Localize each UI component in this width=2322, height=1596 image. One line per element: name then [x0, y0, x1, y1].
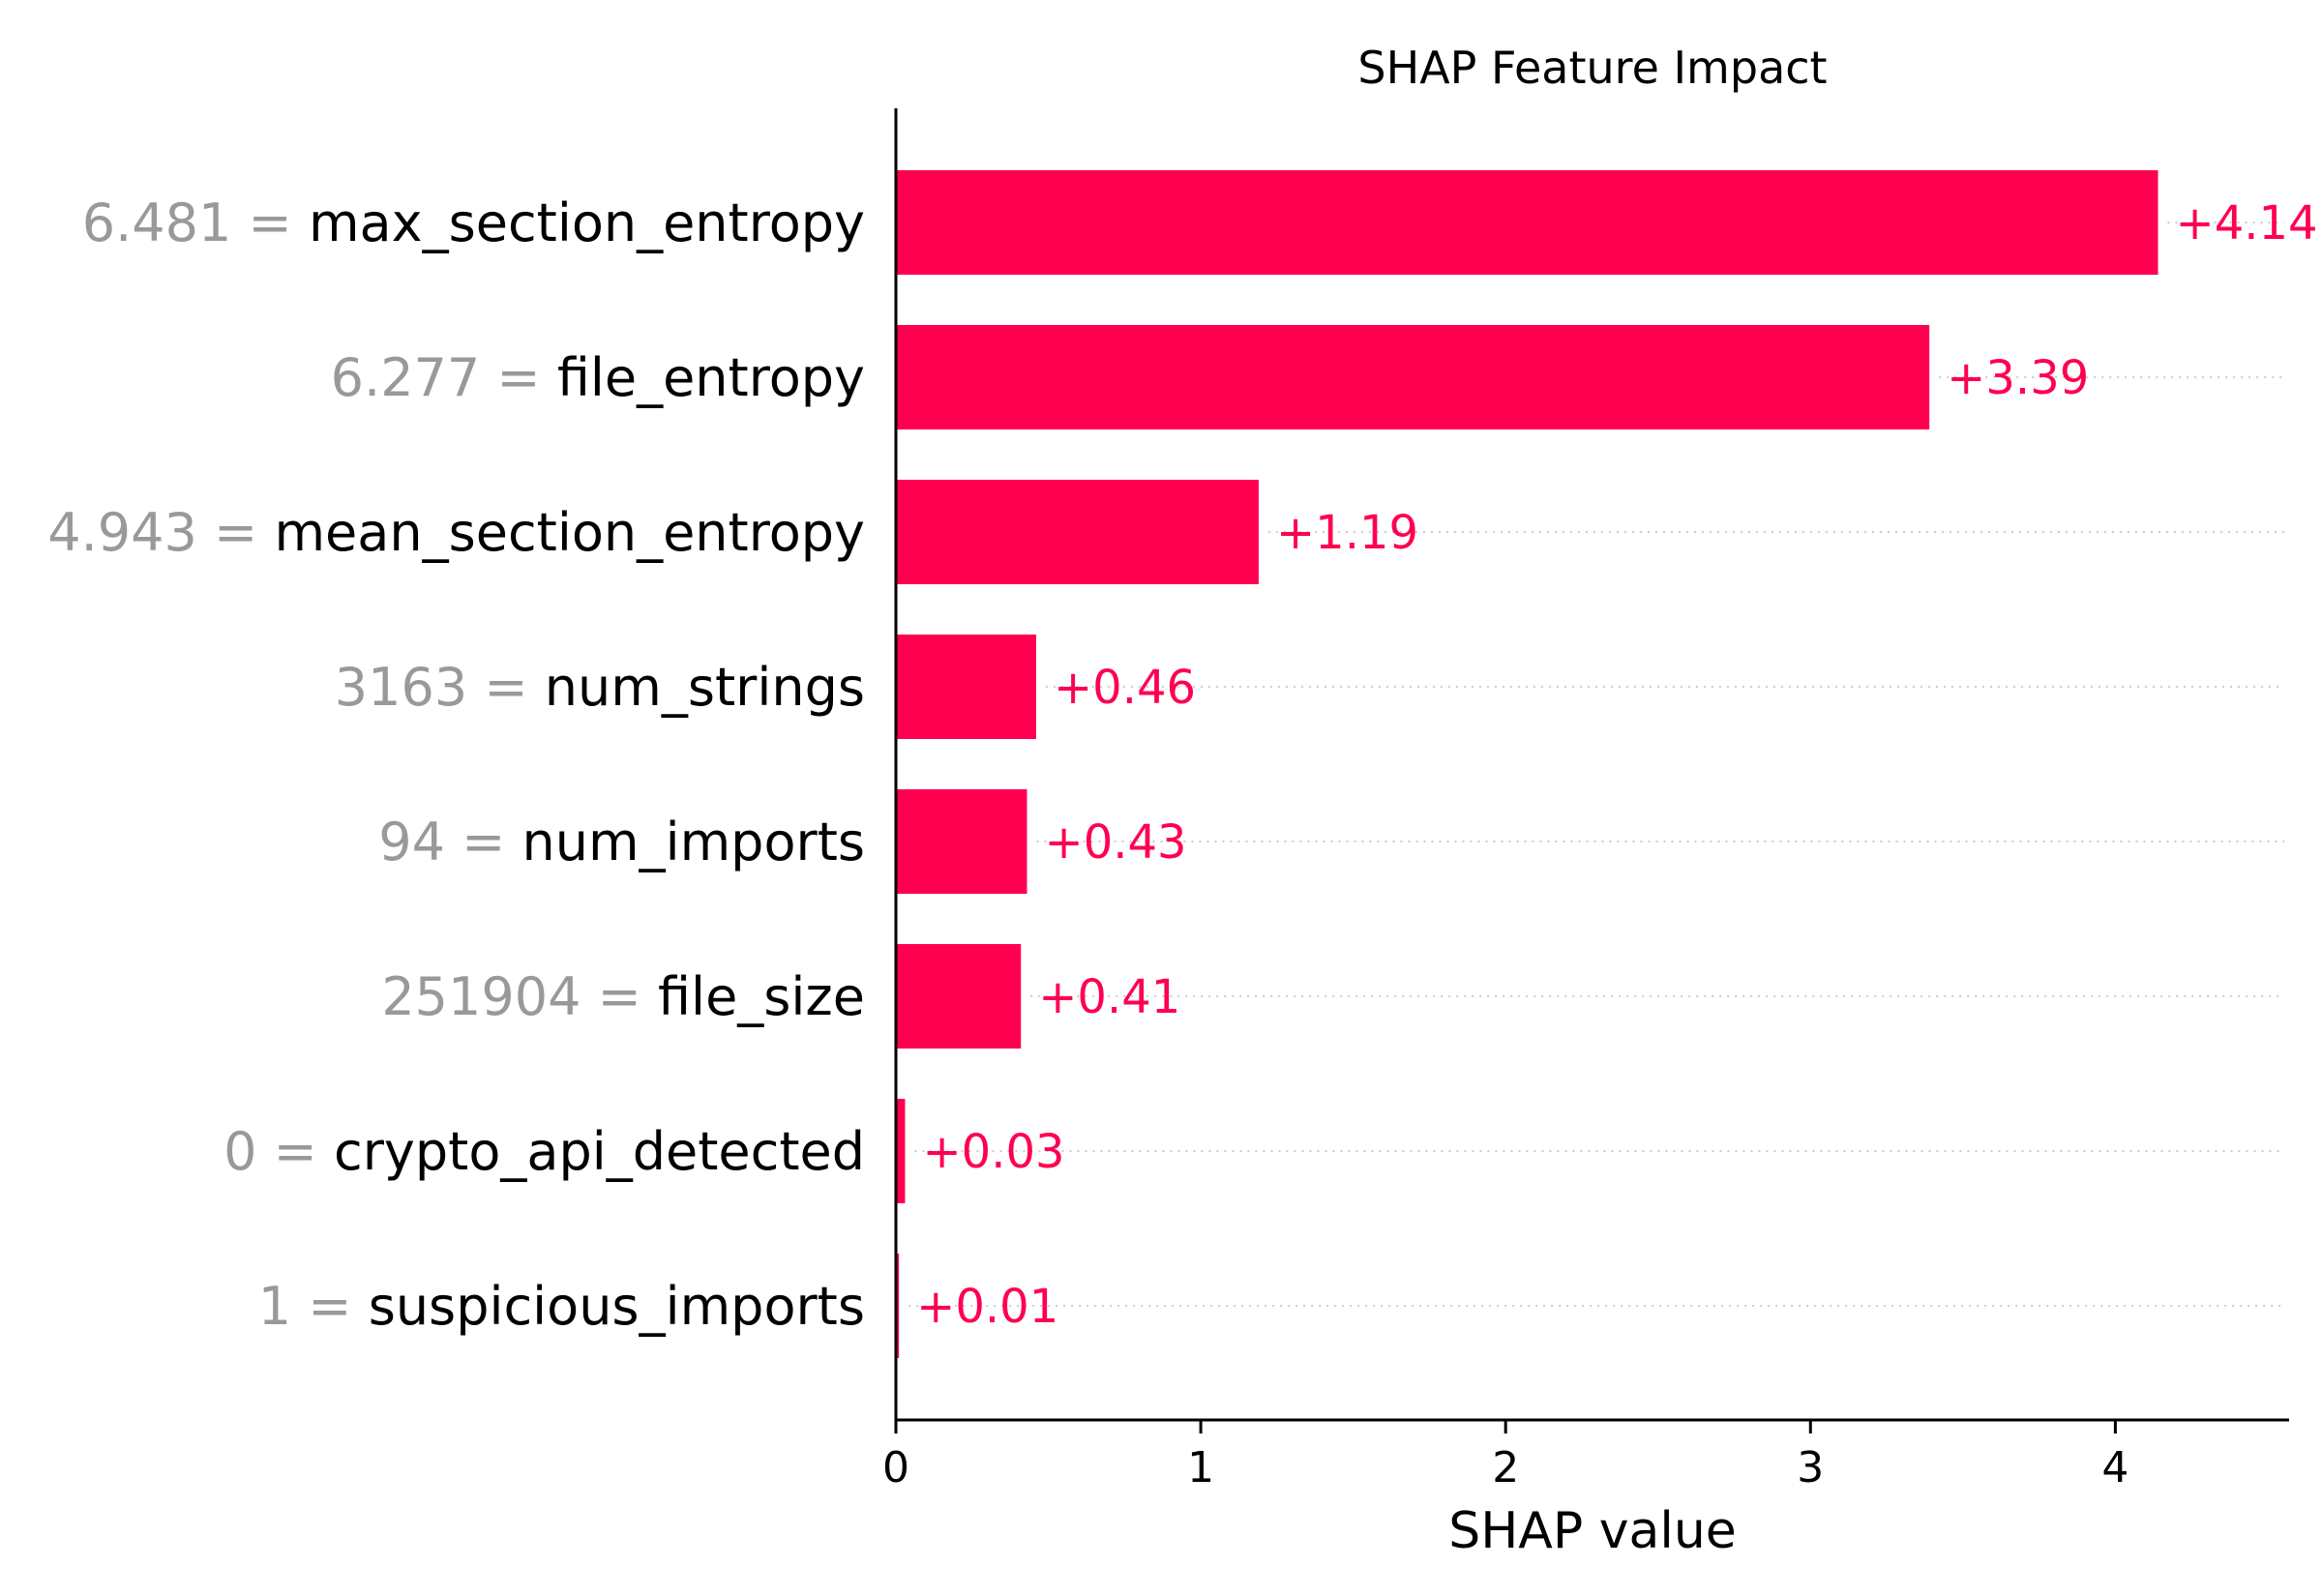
feature-label: 6.277 = file_entropy: [331, 347, 865, 408]
x-axis-label: SHAP value: [1448, 1502, 1737, 1560]
feature-label: 6.481 = max_section_entropy: [82, 192, 865, 253]
bar-value-label: +4.14: [2176, 196, 2318, 251]
feature-value: 94 =: [378, 812, 521, 872]
guide-lines: [908, 222, 2284, 1307]
x-ticks: 0 1 2 3 4: [882, 1420, 2128, 1493]
x-tick-label: 4: [2101, 1443, 2128, 1493]
x-tick-label: 2: [1492, 1443, 1519, 1493]
bars: [896, 170, 2158, 1358]
x-tick-label: 3: [1797, 1443, 1824, 1493]
feature-name: num_imports: [522, 812, 865, 872]
bar: [896, 480, 1259, 584]
bar: [896, 170, 2158, 275]
bar: [896, 944, 1022, 1049]
feature-label: 1 = suspicious_imports: [258, 1276, 865, 1337]
bar-value-label: +0.46: [1054, 661, 1196, 715]
bar-value-label: +1.19: [1276, 506, 1418, 560]
x-tick-label: 1: [1187, 1443, 1214, 1493]
feature-value: 6.277 =: [331, 347, 557, 408]
feature-name: file_size: [658, 966, 865, 1027]
feature-value: 6.481 =: [82, 192, 309, 253]
feature-value: 0 =: [223, 1121, 334, 1182]
feature-name: suspicious_imports: [369, 1276, 865, 1337]
bar: [896, 325, 1930, 429]
feature-value: 1 =: [258, 1276, 369, 1337]
bar-value-labels: +4.14 +3.39 +1.19 +0.46 +0.43 +0.41 +0.03 +0.01: [916, 196, 2317, 1334]
bar-value-label: +0.41: [1038, 970, 1180, 1024]
bar-value-label: +0.43: [1044, 815, 1186, 870]
feature-label: 94 = num_imports: [378, 812, 865, 872]
bar: [896, 1099, 906, 1203]
feature-name: file_entropy: [557, 347, 865, 408]
feature-value: 4.943 =: [47, 502, 274, 563]
feature-labels: 6.481 = max_section_entropy 6.277 = file_…: [47, 192, 865, 1337]
bar: [896, 635, 1036, 739]
feature-name: crypto_api_detected: [334, 1121, 865, 1182]
feature-name: num_strings: [545, 657, 865, 718]
feature-value: 251904 =: [381, 966, 658, 1027]
bar: [896, 789, 1027, 894]
bar-value-label: +0.03: [922, 1125, 1064, 1179]
feature-label: 0 = crypto_api_detected: [223, 1121, 865, 1182]
feature-label: 3163 = num_strings: [335, 657, 865, 718]
bar: [896, 1254, 900, 1358]
chart-title: SHAP Feature Impact: [1357, 42, 1827, 94]
feature-name: mean_section_entropy: [274, 502, 865, 563]
feature-label: 251904 = file_size: [381, 966, 865, 1027]
x-tick-label: 0: [882, 1443, 909, 1493]
bar-value-label: +3.39: [1947, 351, 2089, 405]
bar-value-label: +0.01: [916, 1280, 1058, 1334]
feature-value: 3163 =: [335, 657, 545, 718]
feature-label: 4.943 = mean_section_entropy: [47, 502, 865, 563]
feature-name: max_section_entropy: [309, 192, 865, 253]
